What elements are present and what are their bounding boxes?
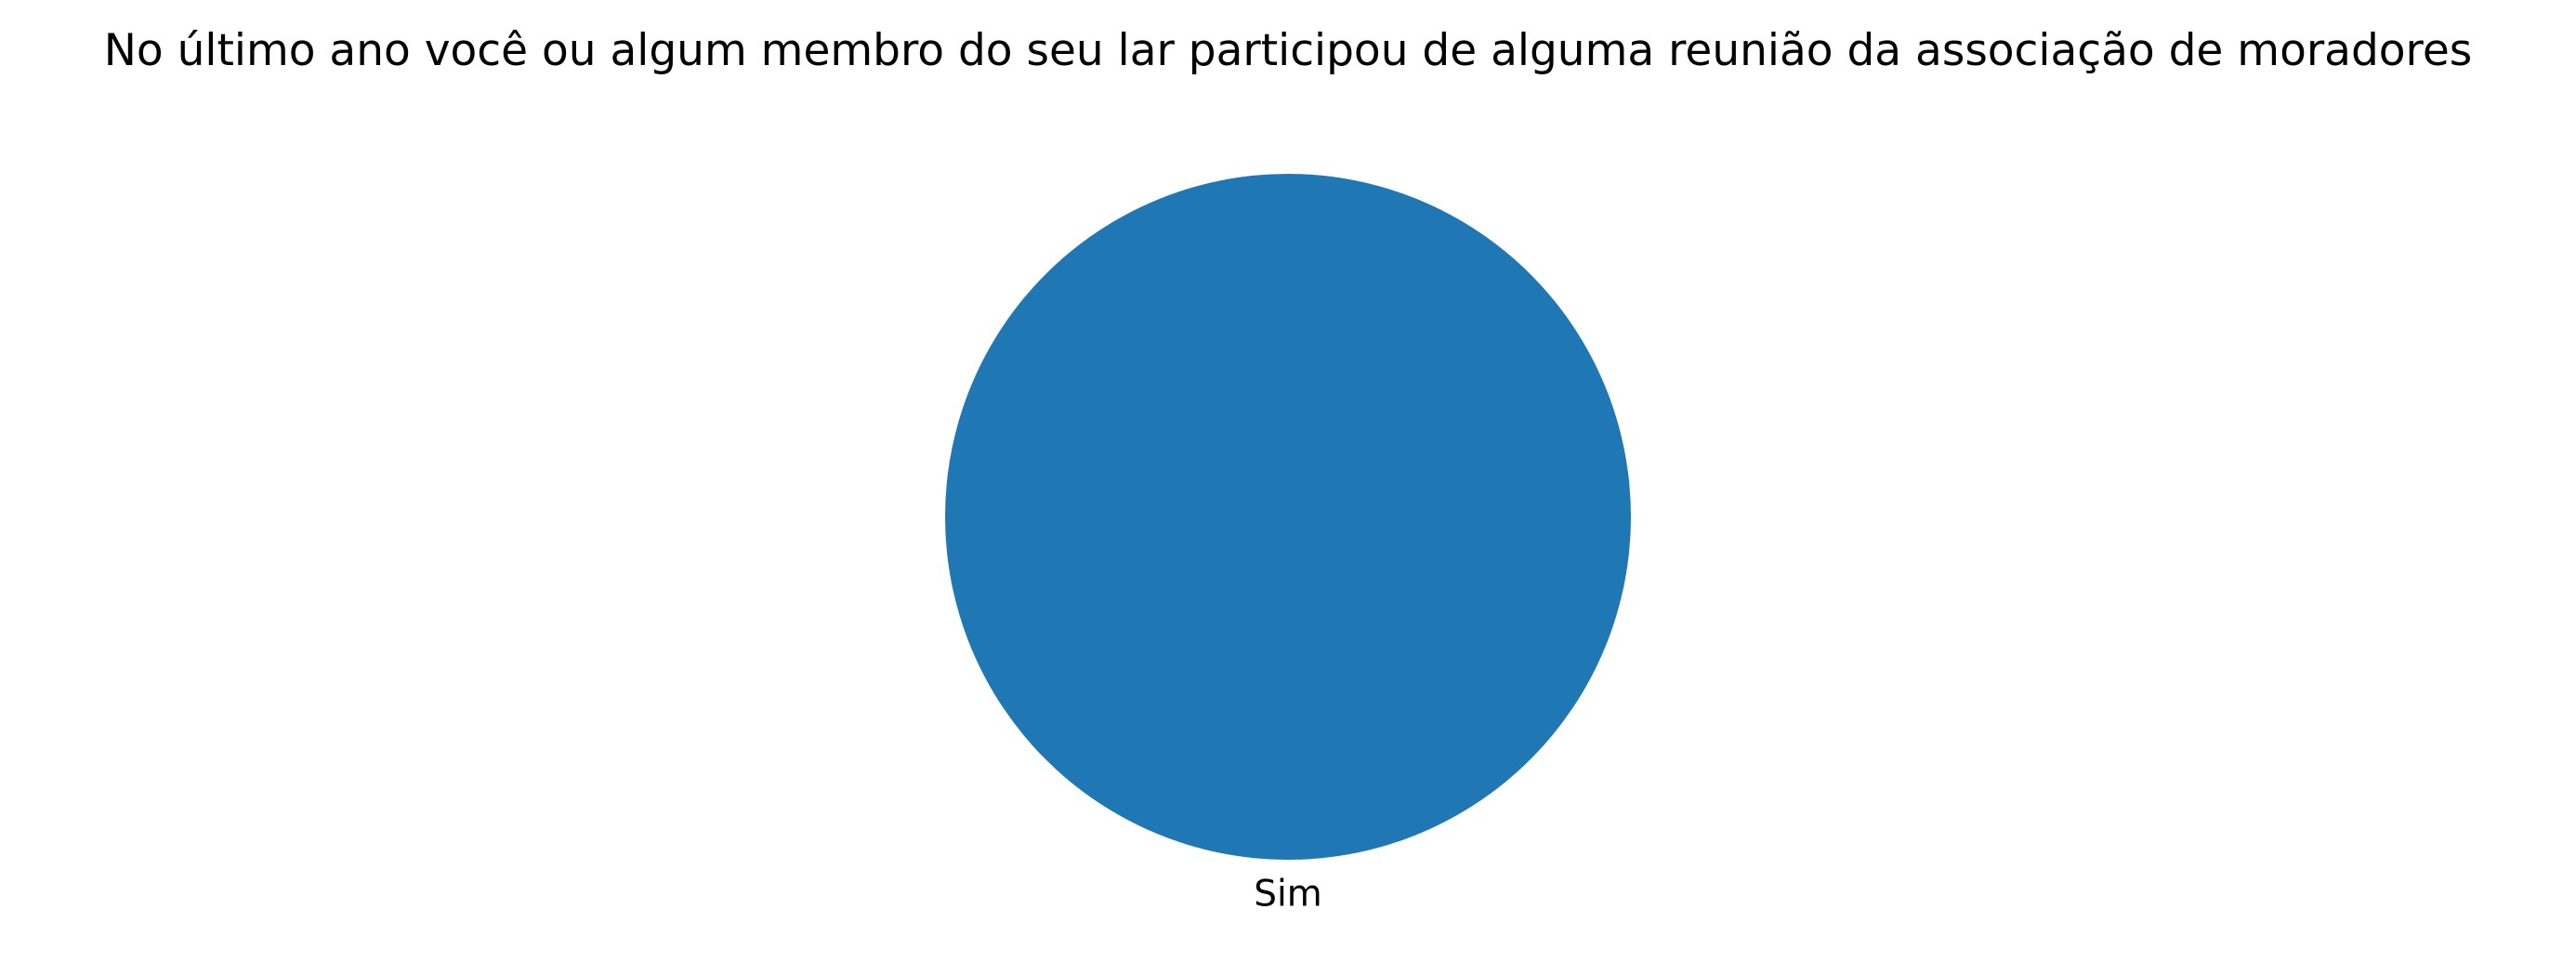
- chart-title: No último ano você ou algum membro do se…: [104, 25, 2472, 76]
- pie-slices: [945, 174, 1631, 860]
- pie-label-sim: Sim: [1254, 873, 1322, 915]
- pie-slice-sim: [945, 174, 1631, 860]
- pie-labels: Sim: [1254, 873, 1322, 915]
